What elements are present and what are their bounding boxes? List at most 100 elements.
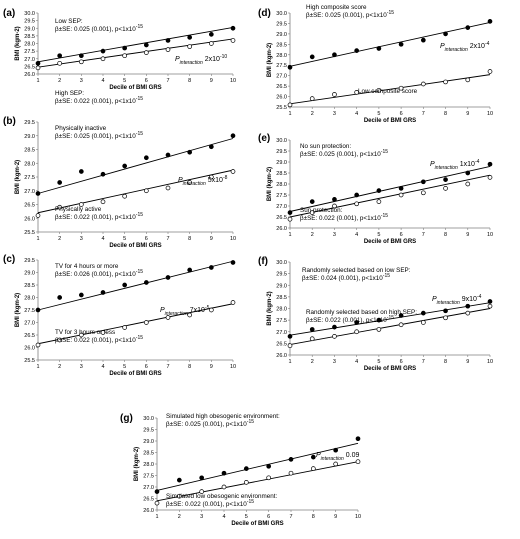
x-tick-label: 1 — [36, 236, 39, 242]
y-axis-label: BMI (kgm-2) — [267, 291, 273, 325]
x-axis-label: Decile of BMI GRS — [231, 521, 283, 527]
data-point — [165, 315, 171, 320]
data-point — [443, 315, 448, 321]
data-point — [355, 459, 361, 465]
data-point — [309, 210, 315, 215]
data-point — [398, 186, 404, 191]
x-axis-label: Decile of BMI GRS — [109, 371, 161, 377]
panel-c: (c) 25.5 26.0 26.5 27.0 27.5 28.0 28.5 29.0 29.5 1… — [3, 254, 236, 377]
series-name: TV for 4 hours or more — [55, 263, 119, 270]
data-point — [100, 199, 106, 205]
x-axis-label: Decile of BMI GRS — [364, 239, 416, 245]
data-point — [187, 44, 193, 49]
y-tick-label: 27.5 — [276, 193, 287, 199]
data-point — [309, 199, 315, 204]
panel-e: (e) 26.0 26.5 27.0 27.5 28.0 28.5 29.0 29.5 30.0 1… — [258, 133, 493, 245]
data-point — [420, 81, 426, 87]
x-tick-label: 6 — [400, 232, 403, 238]
x-tick-label: 4 — [101, 364, 104, 370]
data-point — [309, 327, 315, 332]
data-point — [398, 313, 404, 318]
data-point — [187, 267, 193, 273]
y-tick-label: 26.5 — [276, 84, 287, 90]
data-point — [187, 180, 193, 185]
data-point — [287, 102, 293, 108]
panel-label: (a) — [3, 8, 15, 19]
trend-line — [37, 260, 234, 311]
trend-line — [156, 442, 359, 491]
data-point — [230, 25, 236, 31]
y-tick-label: 27.0 — [24, 57, 35, 63]
series-name: Randomly selected based on high SEP: — [306, 309, 417, 316]
x-tick-label: 10 — [230, 364, 236, 370]
y-tick-label: 29.5 — [276, 21, 287, 27]
data-point — [354, 192, 360, 198]
x-tick-label: 6 — [145, 78, 148, 84]
y-tick-label: 28.5 — [24, 148, 35, 154]
y-tick-label: 29.5 — [276, 149, 287, 155]
data-point — [122, 282, 128, 288]
trend-line — [289, 165, 491, 212]
data-point — [398, 41, 404, 47]
x-tick-label: 8 — [444, 232, 447, 238]
y-tick-label: 26.5 — [276, 341, 287, 347]
x-tick-label: 10 — [355, 514, 361, 520]
x-tick-label: 4 — [222, 514, 225, 520]
trend-line — [37, 27, 234, 63]
y-tick-label: 29.0 — [276, 160, 287, 166]
y-tick-label: 29.0 — [24, 26, 35, 32]
panel-label: (e) — [258, 133, 270, 144]
x-tick-label: 4 — [101, 78, 104, 84]
x-tick-label: 6 — [145, 364, 148, 370]
x-tick-label: 7 — [422, 111, 425, 117]
p-interaction: Pinteraction 0.09 — [316, 452, 359, 462]
x-tick-label: 10 — [487, 232, 493, 238]
data-point — [465, 25, 471, 30]
x-tick-label: 2 — [311, 232, 314, 238]
panel-a: (a) 26.0 26.527.0 27.528.0 28.5 29.029.5 30.0 1… — [3, 8, 236, 105]
series-stats: β±SE: 0.022 (0.001), p<1x10-15 — [55, 212, 143, 221]
data-point — [208, 174, 214, 180]
y-tick-label: 28.0 — [24, 296, 35, 302]
data-point — [100, 290, 106, 295]
y-tick-label: 29.5 — [24, 258, 35, 264]
x-tick-label: 9 — [210, 236, 213, 242]
data-point — [122, 325, 128, 330]
y-tick-label: 28.5 — [24, 34, 35, 40]
data-point — [122, 193, 128, 199]
series-stats: β±SE: 0.022 (0.001), p<1x10-15 — [166, 499, 254, 508]
y-tick-label: 26.0 — [24, 72, 35, 78]
data-point — [376, 199, 382, 204]
data-point — [288, 457, 294, 462]
data-point — [333, 461, 339, 467]
series-name: TV for 3 hours or less — [55, 329, 115, 336]
panel-f: (f) 26.0 26.5 27.0 27.5 28.0 28.5 29.0 29.5 30.0 1… — [258, 256, 493, 372]
x-axis-label: Decile of BMI GRS — [364, 366, 416, 372]
series-stats: β±SE: 0.025 (0.001), p<1x10-15 — [300, 149, 388, 158]
p-interaction-text: Pinteraction 2x10-4 — [440, 41, 490, 53]
series-name: Physically inactive — [55, 125, 107, 132]
panel-label: (b) — [3, 116, 16, 127]
data-point — [78, 332, 84, 338]
p-interaction-text: Pinteraction 2x10-10 — [175, 54, 227, 66]
data-point — [376, 327, 382, 332]
panel-b: (b) 25.5 26.0 26.5 27.0 27.5 28.0 28.5 29.0 29.5 1… — [3, 116, 236, 249]
x-tick-label: 9 — [466, 359, 469, 365]
x-tick-label: 9 — [210, 78, 213, 84]
data-point — [78, 59, 84, 65]
y-tick-label: 26.5 — [276, 215, 287, 221]
x-tick-label: 3 — [333, 111, 336, 117]
data-point — [443, 177, 448, 182]
trend-line — [156, 461, 359, 502]
x-tick-label: 7 — [166, 78, 169, 84]
data-point — [398, 192, 404, 198]
x-tick-label: 5 — [377, 359, 380, 365]
data-point — [465, 181, 471, 187]
data-point — [420, 320, 426, 325]
x-tick-label: 4 — [355, 111, 358, 117]
data-point — [230, 38, 236, 43]
y-tick-label: 30.0 — [276, 11, 287, 17]
data-point — [165, 38, 171, 43]
series-name: Physically active — [55, 206, 102, 213]
